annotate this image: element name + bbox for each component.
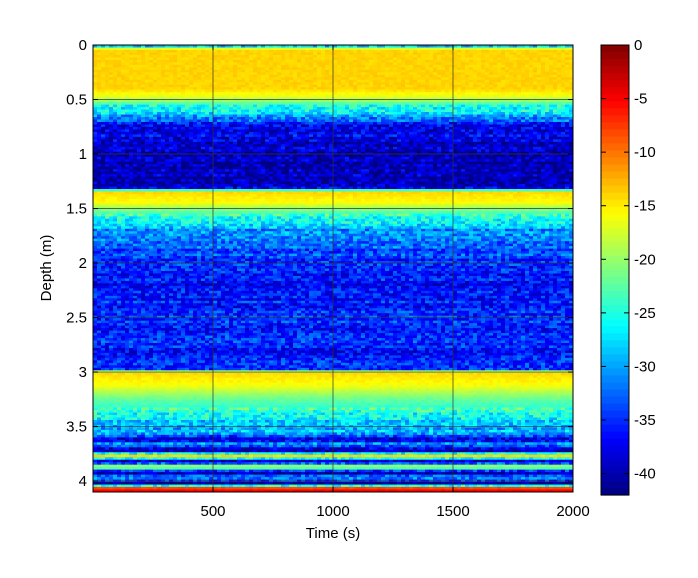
chart-canvas: 500 1000 1500 2000 00.511.522.533.54 Time (…	[0, 0, 698, 573]
heatmap-chart: 500 1000 1500 2000 0 0.5 1 1.5 2 2.5 3 3.5 4 Time (…	[0, 0, 698, 573]
